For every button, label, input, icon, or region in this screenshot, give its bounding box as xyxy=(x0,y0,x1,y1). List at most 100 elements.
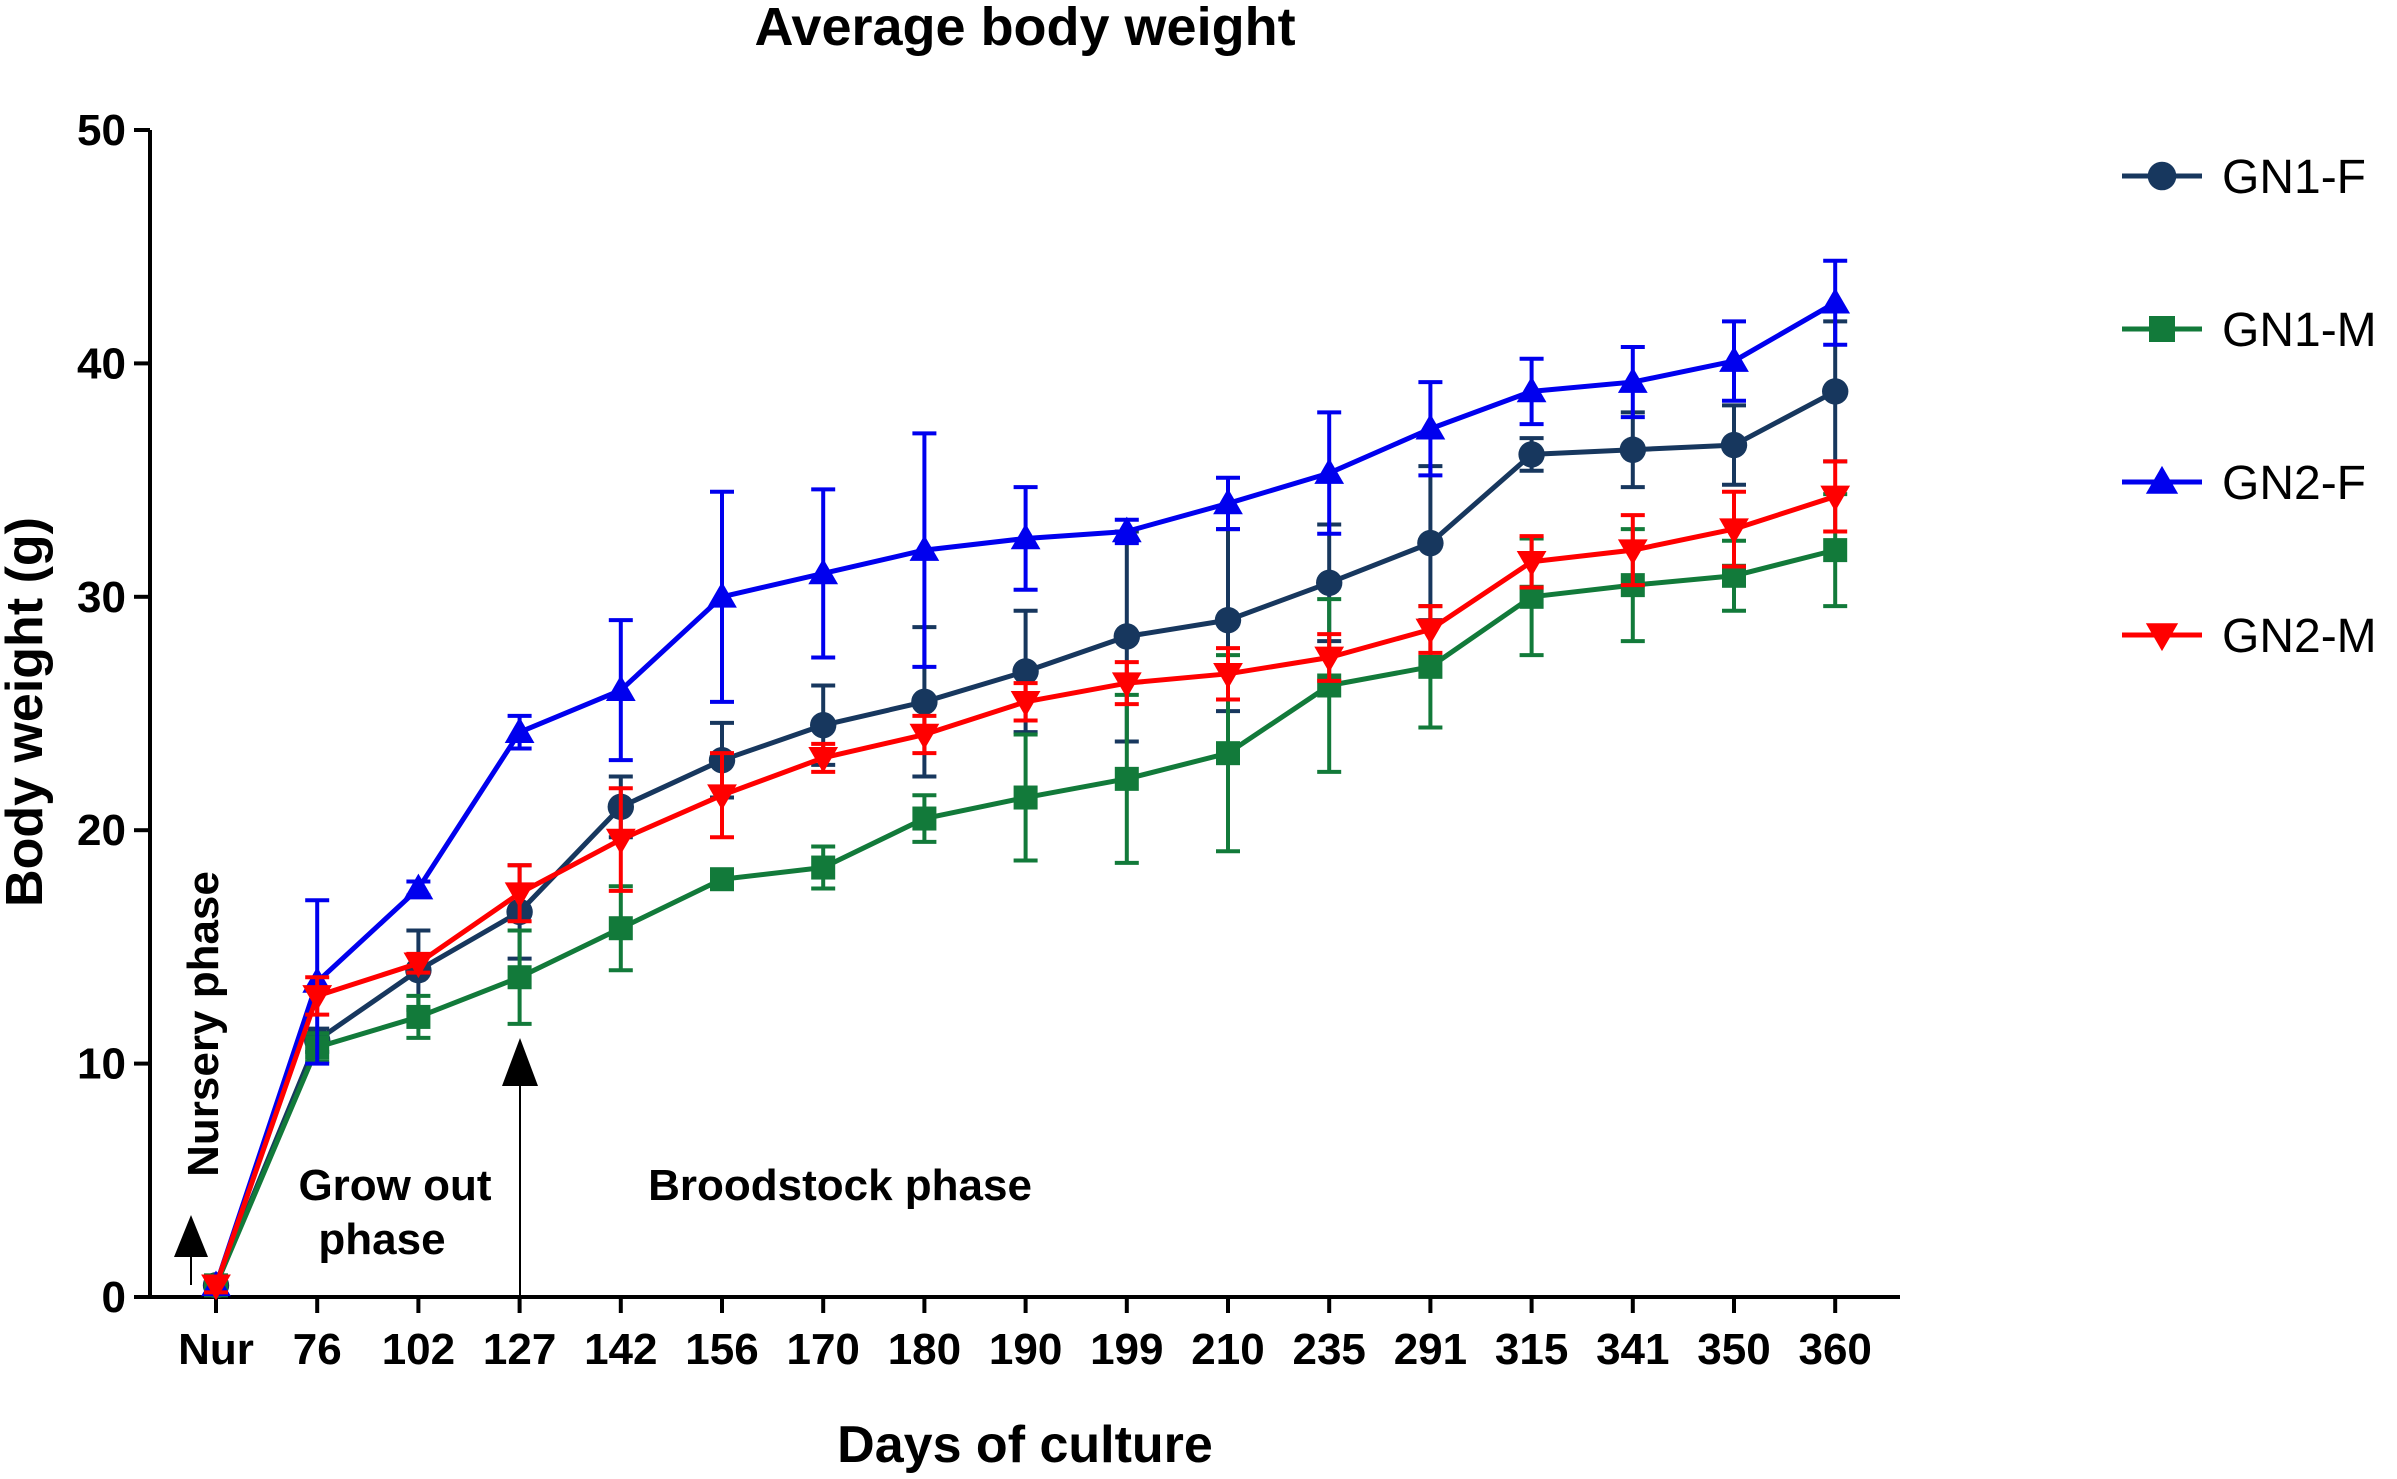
broodstock-phase-arrow xyxy=(502,1038,538,1295)
data-point xyxy=(1216,741,1240,766)
x-tick-label: 360 xyxy=(1798,1325,1871,1374)
y-tick-label: 30 xyxy=(77,573,126,622)
x-tick-label: 315 xyxy=(1495,1325,1568,1374)
x-tick-label: 291 xyxy=(1394,1325,1467,1374)
data-point xyxy=(201,1274,231,1301)
data-point xyxy=(1316,569,1343,596)
data-point xyxy=(507,965,532,990)
data-point xyxy=(1518,441,1545,468)
y-tick-label: 0 xyxy=(102,1273,126,1322)
data-point xyxy=(710,867,734,892)
y-axis-title: Body weight (g) xyxy=(0,517,54,907)
y-tick-label: 50 xyxy=(77,106,126,155)
data-point xyxy=(1823,538,1848,563)
x-tick-label: 350 xyxy=(1697,1325,1770,1374)
data-point xyxy=(1516,550,1547,577)
legend-label: GN1-F xyxy=(2222,151,2366,204)
x-tick-label: 199 xyxy=(1090,1325,1163,1374)
data-point xyxy=(808,747,839,773)
data-point xyxy=(1516,376,1547,403)
data-point xyxy=(403,952,434,979)
legend-label: GN2-F xyxy=(2222,457,2366,510)
data-point xyxy=(1314,458,1345,484)
x-tick-label: 102 xyxy=(382,1325,455,1374)
data-point xyxy=(403,873,434,900)
data-point xyxy=(1619,436,1647,463)
legend-item-gn2-m: GN2-M xyxy=(2122,610,2377,663)
legend-label: GN2-M xyxy=(2222,610,2377,663)
data-point xyxy=(406,1004,431,1029)
data-point xyxy=(1415,618,1446,645)
data-point xyxy=(504,882,535,909)
data-point xyxy=(811,855,836,880)
legend-item-gn1-f: GN1-F xyxy=(2122,151,2366,204)
legend-marker xyxy=(2149,316,2175,342)
broodstock-phase-label: Broodstock phase xyxy=(648,1161,1032,1210)
data-point xyxy=(1314,646,1345,673)
y-tick-label: 20 xyxy=(77,806,126,855)
legend-item-gn2-f: GN2-F xyxy=(2122,457,2366,510)
arrow-head xyxy=(174,1215,208,1257)
legend-marker xyxy=(2145,465,2179,494)
data-point xyxy=(909,723,940,750)
data-point xyxy=(1418,654,1443,679)
x-tick-label: 142 xyxy=(584,1325,657,1374)
data-point xyxy=(707,581,737,608)
data-point xyxy=(1213,663,1243,689)
data-point xyxy=(909,535,940,561)
data-point xyxy=(1113,623,1141,650)
data-point xyxy=(1822,378,1849,405)
y-tick-label: 10 xyxy=(77,1040,126,1089)
data-point xyxy=(911,688,938,716)
data-point xyxy=(1719,518,1749,544)
data-point xyxy=(707,784,737,811)
data-point xyxy=(1213,488,1243,515)
x-tick-label: 170 xyxy=(786,1325,859,1374)
nursery-phase-arrow xyxy=(174,1215,208,1285)
data-point xyxy=(1111,516,1142,543)
x-tick-label: 210 xyxy=(1191,1325,1264,1374)
data-point xyxy=(1617,367,1648,393)
data-point xyxy=(1111,672,1142,699)
arrow-head xyxy=(502,1038,538,1086)
data-point xyxy=(810,711,837,739)
plot-area: 0 10 20 30 40 50 Nur 76 102 127 142 156 170 180 190 199… xyxy=(77,106,1900,1374)
grow-out-phase-label-line1: Grow out xyxy=(298,1161,491,1210)
legend-item-gn1-m: GN1-M xyxy=(2122,304,2377,357)
data-point xyxy=(1417,529,1444,557)
data-point xyxy=(912,806,937,831)
x-axis-title: Days of culture xyxy=(837,1416,1213,1474)
data-point xyxy=(1012,658,1039,685)
data-point xyxy=(1720,431,1748,459)
data-point xyxy=(808,558,839,585)
legend-marker xyxy=(2147,161,2177,191)
legend-label: GN1-M xyxy=(2222,304,2377,357)
data-point xyxy=(1214,606,1242,634)
nursery-phase-label: Nursery phase xyxy=(179,871,228,1177)
legend-marker xyxy=(2145,623,2179,652)
data-point xyxy=(605,675,636,701)
x-tick-label: Nur xyxy=(178,1325,254,1374)
data-point xyxy=(605,828,636,855)
data-point xyxy=(1719,346,1749,372)
data-point xyxy=(1820,485,1851,512)
data-point xyxy=(1010,523,1041,550)
x-tick-label: 341 xyxy=(1596,1325,1669,1374)
chart-title: Average body weight xyxy=(754,0,1295,57)
data-point xyxy=(1820,287,1851,314)
data-point xyxy=(504,717,535,743)
data-point xyxy=(1415,413,1446,440)
x-tick-label: 235 xyxy=(1292,1325,1365,1374)
x-tick-label: 190 xyxy=(989,1325,1062,1374)
y-tick-label: 40 xyxy=(77,339,126,388)
x-tick-label: 180 xyxy=(888,1325,961,1374)
grow-out-phase-label-line2: phase xyxy=(318,1215,445,1264)
data-point xyxy=(1617,539,1648,565)
x-tick-label: 76 xyxy=(293,1325,342,1374)
data-point xyxy=(302,985,333,1011)
data-point xyxy=(608,916,633,941)
data-point xyxy=(1114,766,1139,791)
x-tick-label: 156 xyxy=(685,1325,758,1374)
data-point xyxy=(1010,691,1041,717)
